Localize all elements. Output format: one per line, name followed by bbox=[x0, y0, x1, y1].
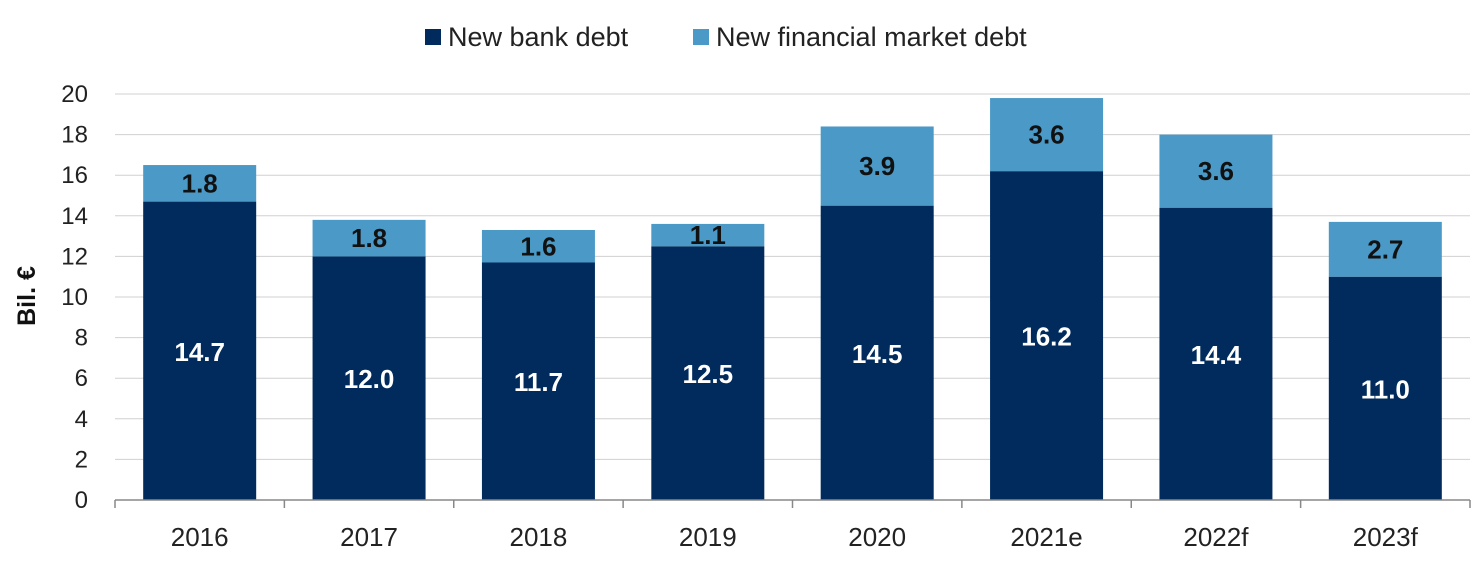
x-tick-label: 2021e bbox=[1010, 522, 1082, 552]
y-axis-label: Bil. € bbox=[13, 266, 41, 326]
bar-bank-debt bbox=[312, 256, 426, 500]
x-tick-label: 2017 bbox=[340, 522, 398, 552]
y-tick-label: 14 bbox=[61, 203, 88, 230]
legend-label: New financial market debt bbox=[716, 22, 1027, 52]
bar-financial-market-debt bbox=[1159, 134, 1273, 208]
data-label-bank-debt: 12.5 bbox=[683, 359, 734, 389]
bar-bank-debt bbox=[1159, 207, 1273, 500]
bar-financial-market-debt bbox=[990, 98, 1104, 172]
bar-financial-market-debt bbox=[820, 126, 934, 206]
data-label-financial-market-debt: 2.7 bbox=[1367, 234, 1403, 264]
x-tick-label: 2023f bbox=[1353, 522, 1419, 552]
data-label-bank-debt: 11.7 bbox=[514, 367, 563, 397]
y-tick-label: 12 bbox=[61, 243, 88, 270]
data-label-bank-debt: 11.0 bbox=[1361, 374, 1410, 404]
legend-swatch bbox=[425, 29, 441, 45]
bar-financial-market-debt bbox=[1328, 221, 1442, 277]
data-label-financial-market-debt: 1.8 bbox=[351, 223, 387, 253]
legend-swatch bbox=[693, 29, 709, 45]
data-label-financial-market-debt: 1.1 bbox=[690, 220, 726, 250]
data-label-bank-debt: 14.7 bbox=[174, 337, 225, 367]
bar-bank-debt bbox=[1328, 276, 1442, 500]
x-tick-label: 2016 bbox=[171, 522, 229, 552]
x-tick-label: 2020 bbox=[848, 522, 906, 552]
y-tick-label: 18 bbox=[61, 122, 88, 149]
legend-item-financial-market-debt: New financial market debt bbox=[693, 22, 1027, 52]
y-tick-label: 10 bbox=[61, 284, 88, 311]
bar-bank-debt bbox=[143, 201, 257, 500]
bar-financial-market-debt bbox=[481, 230, 595, 263]
bar-bank-debt bbox=[990, 171, 1104, 500]
bars: 14.7 1.8 12.0 1.8 11.7 1.6 12.5 1.1 14.5 3.9 16.2 3… bbox=[143, 98, 1442, 500]
data-label-financial-market-debt: 3.6 bbox=[1028, 120, 1064, 150]
x-tick-label: 2019 bbox=[679, 522, 737, 552]
data-label-financial-market-debt: 1.6 bbox=[520, 231, 556, 261]
bar-financial-market-debt bbox=[651, 223, 765, 247]
legend-item-bank-debt: New bank debt bbox=[425, 22, 629, 52]
data-label-financial-market-debt: 3.9 bbox=[859, 151, 895, 181]
bar-financial-market-debt bbox=[143, 165, 257, 202]
x-tick-label: 2018 bbox=[510, 522, 568, 552]
data-label-bank-debt: 16.2 bbox=[1021, 322, 1072, 352]
y-tick-label: 16 bbox=[61, 162, 88, 189]
y-tick-label: 2 bbox=[75, 446, 88, 473]
bar-bank-debt bbox=[651, 246, 765, 500]
y-tick-label: 0 bbox=[75, 487, 88, 514]
y-axis-ticks: 0 2 4 6 8 10 12 14 16 18 20 bbox=[61, 81, 88, 514]
x-axis: 2016 2017 2018 2019 2020 2021e 2022f 2023f bbox=[114, 499, 1471, 552]
legend-label: New bank debt bbox=[448, 22, 629, 52]
x-tick-label: 2022f bbox=[1183, 522, 1249, 552]
data-label-financial-market-debt: 1.8 bbox=[182, 168, 218, 198]
data-label-bank-debt: 14.4 bbox=[1191, 340, 1242, 370]
data-label-bank-debt: 14.5 bbox=[852, 339, 903, 369]
bar-bank-debt bbox=[481, 262, 595, 500]
legend: New bank debt New financial market debt bbox=[425, 22, 1027, 52]
y-tick-label: 6 bbox=[75, 365, 88, 392]
y-tick-label: 8 bbox=[75, 325, 88, 352]
bar-bank-debt bbox=[820, 205, 934, 500]
bar-financial-market-debt bbox=[312, 219, 426, 257]
y-tick-label: 4 bbox=[75, 406, 88, 433]
data-label-financial-market-debt: 3.6 bbox=[1198, 156, 1234, 186]
data-label-bank-debt: 12.0 bbox=[344, 364, 395, 394]
y-tick-label: 20 bbox=[61, 81, 88, 108]
